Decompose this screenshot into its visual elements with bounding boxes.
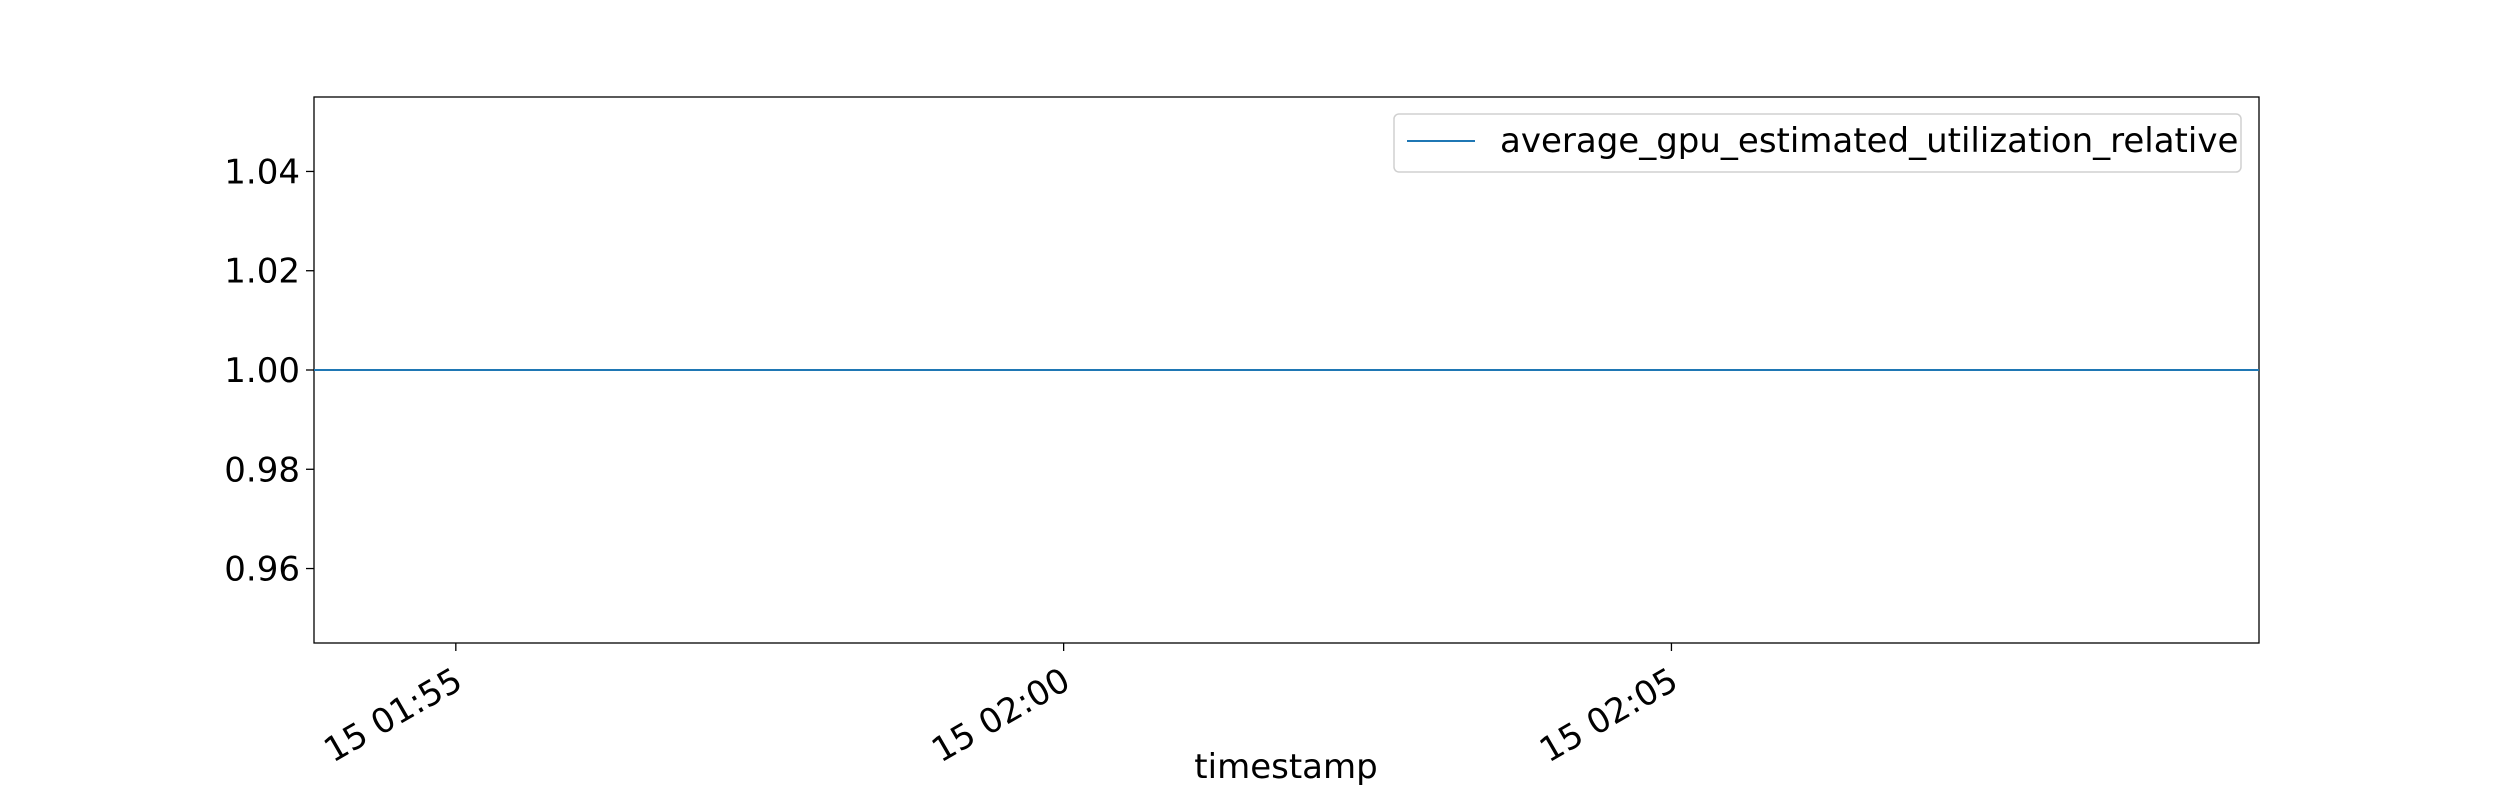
x-tick-label: 15 02:00 (925, 660, 1077, 771)
legend-box (1393, 113, 2242, 173)
y-axis: 0.96 0.98 1.00 1.02 1.04 (224, 152, 314, 590)
y-tick-label: 0.96 (224, 550, 300, 590)
y-tick-label: 1.04 (224, 152, 300, 192)
legend-series-label: average_gpu_estimated_utilization_relati… (1500, 121, 2238, 161)
y-tick-label: 0.98 (224, 450, 300, 490)
y-tick-label: 1.00 (224, 351, 300, 391)
x-axis: 15 01:55 15 02:00 15 02:05 (317, 643, 1685, 771)
x-tick-label: 15 01:55 (317, 660, 469, 771)
legend: average_gpu_estimated_utilization_relati… (1393, 113, 2242, 173)
x-axis-label: timestamp (1194, 747, 1377, 787)
y-tick-label: 1.02 (224, 252, 300, 292)
x-tick-label: 15 02:05 (1533, 660, 1685, 771)
